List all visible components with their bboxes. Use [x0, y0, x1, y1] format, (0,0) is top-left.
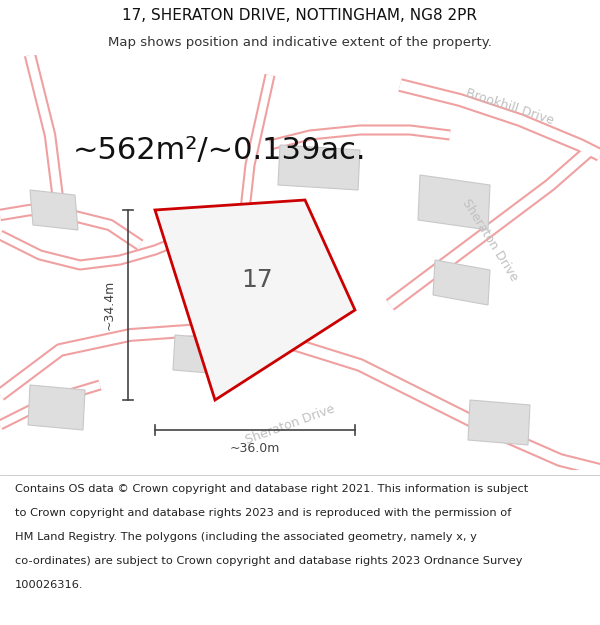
Polygon shape: [30, 190, 78, 230]
Text: Sheraton Drive: Sheraton Drive: [244, 402, 337, 448]
Polygon shape: [278, 145, 360, 190]
Polygon shape: [433, 260, 490, 305]
Text: 100026316.: 100026316.: [15, 580, 83, 590]
Text: 17, SHERATON DRIVE, NOTTINGHAM, NG8 2PR: 17, SHERATON DRIVE, NOTTINGHAM, NG8 2PR: [122, 8, 478, 23]
Text: HM Land Registry. The polygons (including the associated geometry, namely x, y: HM Land Registry. The polygons (includin…: [15, 532, 477, 542]
Polygon shape: [155, 200, 355, 400]
Text: Map shows position and indicative extent of the property.: Map shows position and indicative extent…: [108, 36, 492, 49]
Polygon shape: [28, 385, 85, 430]
Polygon shape: [468, 400, 530, 445]
Text: 17: 17: [242, 268, 274, 292]
Text: Brookhill Drive: Brookhill Drive: [464, 87, 556, 128]
Text: ~34.4m: ~34.4m: [103, 280, 116, 330]
Text: Contains OS data © Crown copyright and database right 2021. This information is : Contains OS data © Crown copyright and d…: [15, 484, 528, 494]
Text: ~562m²/~0.139ac.: ~562m²/~0.139ac.: [73, 136, 367, 164]
Text: Sheraton Drive: Sheraton Drive: [460, 197, 520, 283]
Polygon shape: [173, 335, 235, 375]
Text: co-ordinates) are subject to Crown copyright and database rights 2023 Ordnance S: co-ordinates) are subject to Crown copyr…: [15, 556, 523, 566]
Polygon shape: [418, 175, 490, 230]
Text: ~36.0m: ~36.0m: [230, 442, 280, 455]
Text: to Crown copyright and database rights 2023 and is reproduced with the permissio: to Crown copyright and database rights 2…: [15, 508, 511, 518]
